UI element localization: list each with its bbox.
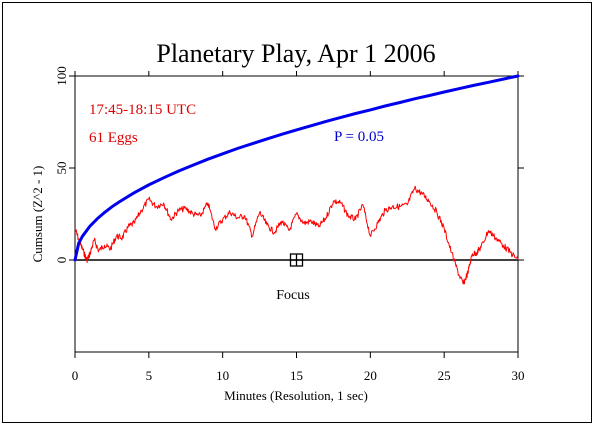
chart-title: Planetary Play, Apr 1 2006: [156, 39, 435, 68]
series-cumsum-line: [74, 185, 519, 285]
x-tick-label: 5: [146, 368, 153, 383]
focus-annotation: Focus: [276, 288, 309, 303]
x-tick-label: 0: [72, 368, 79, 383]
x-tick-label: 25: [438, 368, 451, 383]
axes: 0 5 10 15 20 25 30 0 50 100: [54, 66, 525, 383]
y-tick-label: 0: [54, 257, 69, 264]
y-axis-label: Cumsum (Z^2 - 1): [30, 166, 45, 263]
x-tick-label: 20: [364, 368, 377, 383]
x-tick-label: 10: [216, 368, 229, 383]
p-value-annotation: P = 0.05: [334, 129, 384, 145]
x-tick-label: 30: [512, 368, 525, 383]
x-axis-label: Minutes (Resolution, 1 sec): [224, 388, 368, 403]
series-p005-envelope: [73, 74, 520, 262]
y-tick-label: 100: [54, 66, 69, 86]
y-tick-label: 50: [54, 162, 69, 175]
time-range-annotation: 17:45-18:15 UTC: [89, 102, 196, 118]
x-tick-label: 15: [290, 368, 303, 383]
focus-marker: [289, 253, 304, 267]
eggs-annotation: 61 Eggs: [89, 130, 138, 146]
